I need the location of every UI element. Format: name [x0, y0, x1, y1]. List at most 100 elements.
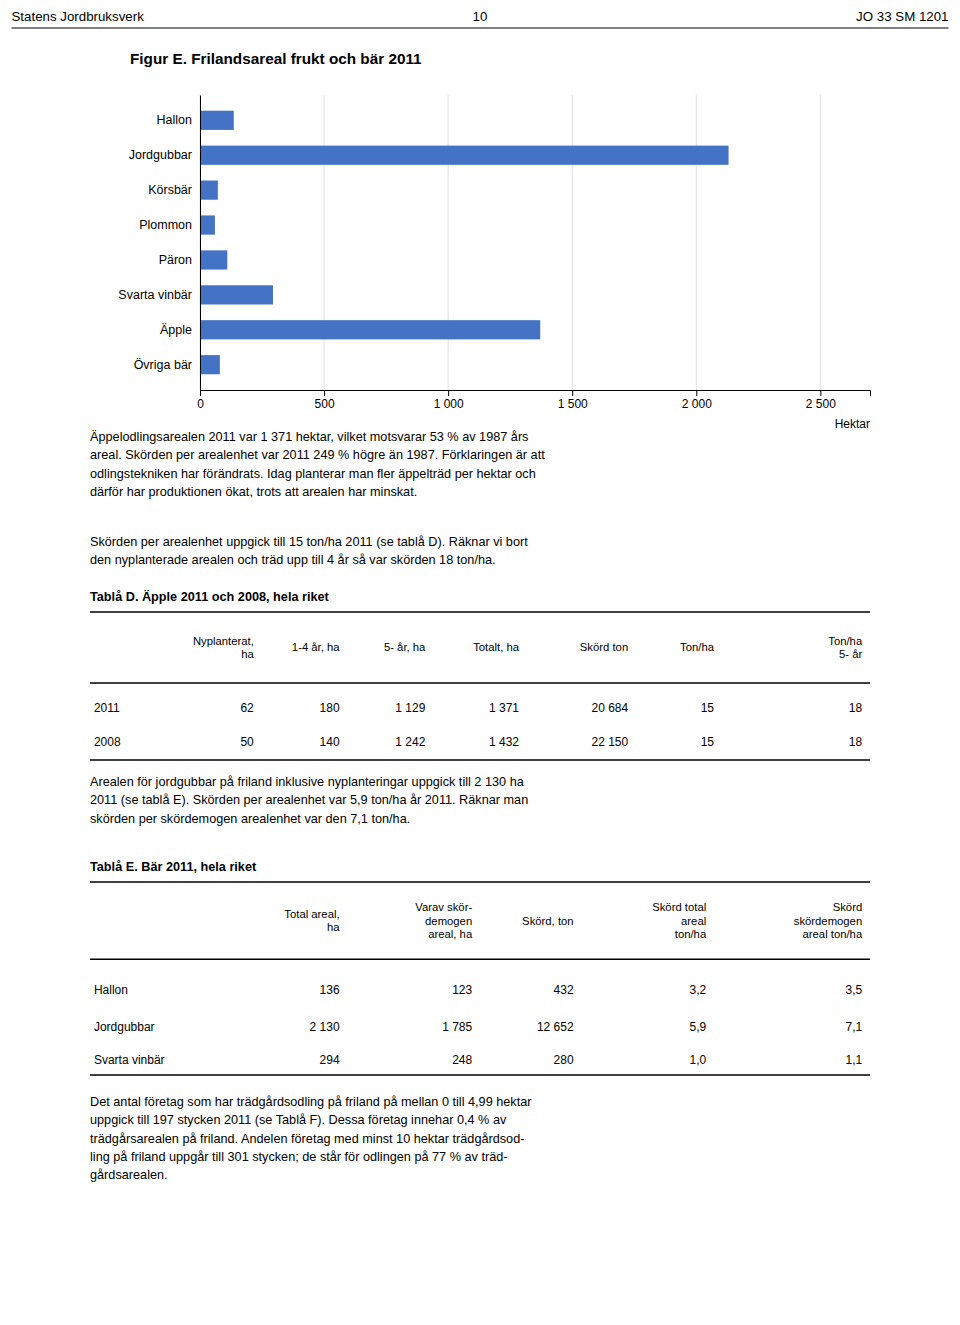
y-tick-label: Äpple — [160, 323, 192, 337]
bar — [200, 285, 273, 304]
grid-line — [696, 95, 697, 390]
y-tick-label: Jordgubbar — [129, 148, 192, 162]
x-tick-label: 1 500 — [558, 397, 588, 411]
table-header: Total areal,ha — [284, 908, 340, 934]
table-header: Totalt, ha — [473, 641, 520, 653]
x-tick-mark — [200, 390, 201, 396]
x-tick-mark — [696, 390, 697, 396]
table-title: Tablå D. Äpple 2011 och 2008, hela riket — [90, 589, 330, 604]
y-tick-label: Päron — [159, 253, 192, 267]
text-line: Äppelodlingsarealen 2011 var 1 371 hekta… — [90, 430, 528, 444]
header-left: Statens Jordbruksverk — [12, 9, 145, 24]
table-header: Ton/ha — [680, 641, 715, 653]
x-tick-label: 1 000 — [434, 397, 464, 411]
table-cell: 18 — [849, 735, 863, 749]
grid-line — [324, 95, 325, 390]
bars — [200, 111, 729, 375]
text-line: Total areal, — [284, 908, 339, 920]
table-cell: 280 — [554, 1053, 574, 1067]
x-tick: 2 000 — [682, 390, 712, 411]
table-rule — [90, 958, 870, 960]
table-cell: 136 — [320, 983, 340, 997]
table-cell: 123 — [452, 983, 472, 997]
paragraph: Skörden per arealenhet uppgick till 15 t… — [90, 535, 528, 567]
x-axis-label: Hektar — [835, 417, 870, 431]
table-cell: 432 — [554, 983, 574, 997]
table-cell: 1 129 — [395, 701, 425, 715]
table-header: 1-4 år, ha — [292, 641, 340, 653]
bar — [200, 215, 215, 234]
table-cell: 2008 — [94, 735, 121, 749]
x-tick-mark — [324, 390, 325, 396]
text-line: gårdsarealen. — [90, 1168, 168, 1182]
table-cell: 140 — [320, 735, 340, 749]
table-cell: 3,2 — [690, 983, 707, 997]
y-tick: Jordgubbar — [129, 148, 200, 162]
x-tick: 1 500 — [558, 390, 588, 411]
y-tick: Plommon — [139, 218, 200, 232]
table-rule — [90, 881, 870, 883]
table-cell: 5,9 — [690, 1020, 707, 1034]
text-line: demogen — [425, 915, 472, 927]
table-header: Varav skör-demogenareal, ha — [415, 901, 473, 940]
y-tick: Svarta vinbär — [118, 288, 200, 302]
grid-line — [572, 95, 573, 390]
table-header: Skördskördemogenareal ton/ha — [794, 901, 863, 940]
text-line: 5- år, ha — [384, 641, 426, 653]
y-tick: Hallon — [157, 113, 200, 127]
text-line: därför har produktionen ökat, trots att … — [90, 485, 417, 499]
grid-line — [820, 95, 821, 390]
table-cell: 7,1 — [846, 1020, 863, 1034]
y-tick: Övriga bär — [134, 358, 200, 372]
y-tick-label: Svarta vinbär — [118, 288, 192, 302]
table-header: Skörd ton — [580, 641, 628, 653]
table-cell: 1,1 — [846, 1053, 863, 1067]
x-tick-label: 0 — [197, 397, 204, 411]
text-line: Det antal företag som har trädgårdsodlin… — [90, 1095, 532, 1109]
table-cell: 1,0 — [690, 1053, 707, 1067]
x-tick: 0 — [197, 390, 204, 411]
background — [0, 0, 960, 1325]
table-header: Skörd, ton — [522, 915, 574, 927]
table-cell: 294 — [320, 1053, 340, 1067]
x-tick-mark — [448, 390, 449, 396]
y-tick-label: Plommon — [139, 218, 192, 232]
table-header: Skörd totalarealton/ha — [652, 901, 707, 940]
table-cell: 180 — [320, 701, 340, 715]
text-line: 2011 (se tablå E). Skörden per arealenhe… — [90, 793, 528, 807]
bar — [200, 250, 227, 269]
table-title: Tablå E. Bär 2011, hela riket — [90, 860, 257, 874]
bar — [200, 146, 729, 165]
table-header: 5- år, ha — [384, 641, 426, 653]
table-rule — [90, 682, 870, 684]
text-line: Skörd — [833, 901, 863, 913]
x-tick: 500 — [315, 390, 335, 411]
text-line: Totalt, ha — [473, 641, 520, 653]
table-cell: 1 242 — [395, 735, 425, 749]
header-center: 10 — [473, 9, 488, 24]
text-line: Ton/ha — [828, 635, 863, 647]
text-line: Skörd total — [652, 901, 706, 913]
table-rule — [90, 1074, 870, 1076]
bar — [200, 320, 540, 339]
table-rule — [90, 611, 870, 613]
x-tick: 1 000 — [434, 390, 464, 411]
table-cell: 1 432 — [489, 735, 519, 749]
bar — [200, 355, 220, 374]
table-header: Ton/ha5- år — [828, 635, 863, 661]
table-cell: Svarta vinbär — [94, 1053, 165, 1067]
grid-line — [448, 95, 449, 390]
paragraph: Arealen för jordgubbar på friland inklus… — [90, 775, 528, 826]
table-cell: Hallon — [94, 983, 128, 997]
text-line: Nyplanterat, — [193, 635, 254, 647]
table-cell: 1 785 — [442, 1020, 472, 1034]
x-tick-label: 500 — [315, 397, 335, 411]
text-line: areal — [681, 915, 706, 927]
x-tick-label: 2 500 — [806, 397, 836, 411]
chart-title: Figur E. Frilandsareal frukt och bär 201… — [130, 50, 422, 67]
text-line: 1-4 år, ha — [292, 641, 340, 653]
x-tick-mark — [820, 390, 821, 396]
table-rule — [90, 759, 870, 761]
x-tick: 2 500 — [806, 390, 836, 411]
text-line: uppgick till 197 stycken 2011 (se Tablå … — [90, 1113, 507, 1127]
